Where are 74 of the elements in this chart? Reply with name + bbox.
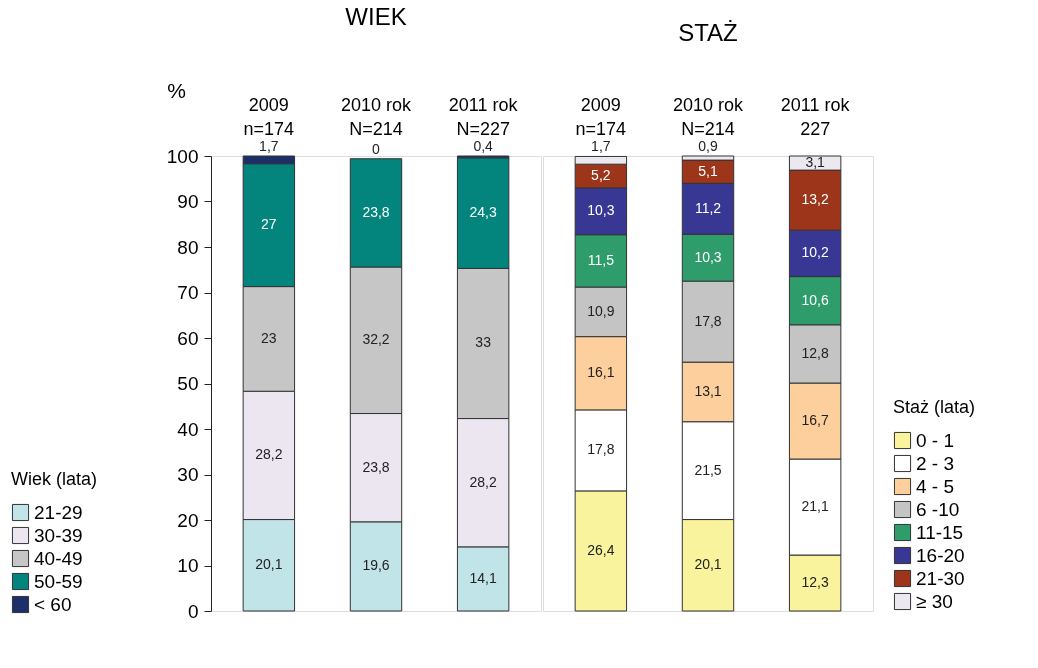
y-tick-label: 30: [177, 464, 199, 485]
x-tick-label: 2009 n=174: [575, 94, 627, 139]
x-tick-label: 2010 rok N=214: [340, 94, 413, 139]
legend-label: 21-29: [34, 501, 83, 523]
data-label: 16,1: [587, 364, 615, 381]
data-label: 32,2: [362, 331, 390, 348]
y-tick-label: 60: [177, 327, 199, 349]
data-label: 0,9: [698, 138, 718, 154]
data-label: 20,1: [255, 556, 283, 573]
data-label: 1,7: [591, 138, 611, 155]
data-label: 12,8: [801, 344, 829, 361]
data-label: 21,5: [694, 461, 722, 478]
data-label: 0,4: [473, 138, 494, 154]
legend-label: 6 -10: [916, 498, 960, 520]
y-tick-label: 10: [177, 555, 199, 576]
data-label: 23: [261, 329, 277, 346]
data-label: 17,8: [587, 441, 615, 458]
y-tick-label: 90: [177, 191, 199, 212]
data-label: 28,2: [469, 473, 497, 490]
legend-label: < 60: [34, 593, 72, 615]
y-tick-label: 0: [187, 600, 199, 622]
legend-label: 40-49: [34, 547, 83, 569]
data-label: 5,1: [698, 162, 718, 179]
legend-label: 30-39: [34, 524, 83, 546]
data-label: 19,6: [362, 557, 390, 574]
data-label: 13,1: [694, 382, 722, 399]
legend-label: 4 - 5: [916, 475, 955, 497]
data-label: 33: [475, 334, 492, 351]
legend-label: 16-20: [916, 544, 965, 566]
y-axis-title: %: [167, 78, 186, 102]
data-label: 20,1: [694, 556, 722, 573]
legend-label: 2 - 3: [916, 452, 955, 474]
x-tick-label: 2010 rok N=214: [672, 94, 745, 139]
data-label: 21,1: [801, 498, 829, 515]
y-tick-label: 40: [177, 418, 199, 440]
data-label: 14,1: [469, 569, 497, 586]
legend-label: 0 - 1: [916, 429, 955, 451]
y-tick-label: 70: [177, 282, 199, 303]
data-label: 28,2: [255, 446, 283, 463]
data-label: 23,8: [362, 458, 390, 475]
legend-label: 11-15: [916, 521, 964, 543]
data-label: 3,1: [805, 154, 826, 171]
data-label: 10,3: [587, 202, 615, 219]
data-label: 26,4: [587, 541, 615, 558]
data-label: 16,7: [801, 412, 829, 429]
data-label: 10,9: [587, 302, 615, 319]
y-tick-label: 20: [177, 509, 199, 531]
data-label: 12,3: [801, 574, 829, 591]
x-tick-label: 2011 rok 227: [780, 94, 851, 139]
y-tick-label: 80: [177, 236, 199, 258]
x-tick-label: 2011 rok N=227: [448, 94, 519, 139]
data-label: 24,3: [469, 204, 497, 221]
data-label: 13,2: [801, 191, 829, 208]
y-tick-label: 50: [177, 373, 199, 394]
data-label: 1,7: [259, 138, 279, 154]
data-label: 0: [372, 140, 381, 157]
chart-title: STAŻ: [678, 19, 738, 46]
legend-title: Staż (lata): [893, 397, 976, 417]
legend-label: ≥ 30: [916, 590, 953, 612]
data-label: 5,2: [591, 167, 611, 184]
legend-label: 21-30: [916, 567, 965, 589]
data-label: 17,8: [694, 312, 722, 329]
data-label: 11,5: [587, 251, 615, 268]
data-label: 27: [261, 216, 277, 233]
data-label: 23,8: [362, 203, 390, 220]
legend-title: Wiek (lata): [11, 469, 98, 489]
data-label: 10,6: [801, 291, 829, 308]
data-label: 11,2: [694, 199, 722, 216]
x-tick-label: 2009 n=174: [243, 94, 295, 139]
legend-label: 50-59: [34, 570, 83, 592]
data-label: 10,3: [694, 248, 722, 265]
y-tick-label: 100: [166, 145, 199, 167]
chart-title: WIEK: [345, 3, 407, 30]
data-label: 10,2: [801, 244, 829, 261]
